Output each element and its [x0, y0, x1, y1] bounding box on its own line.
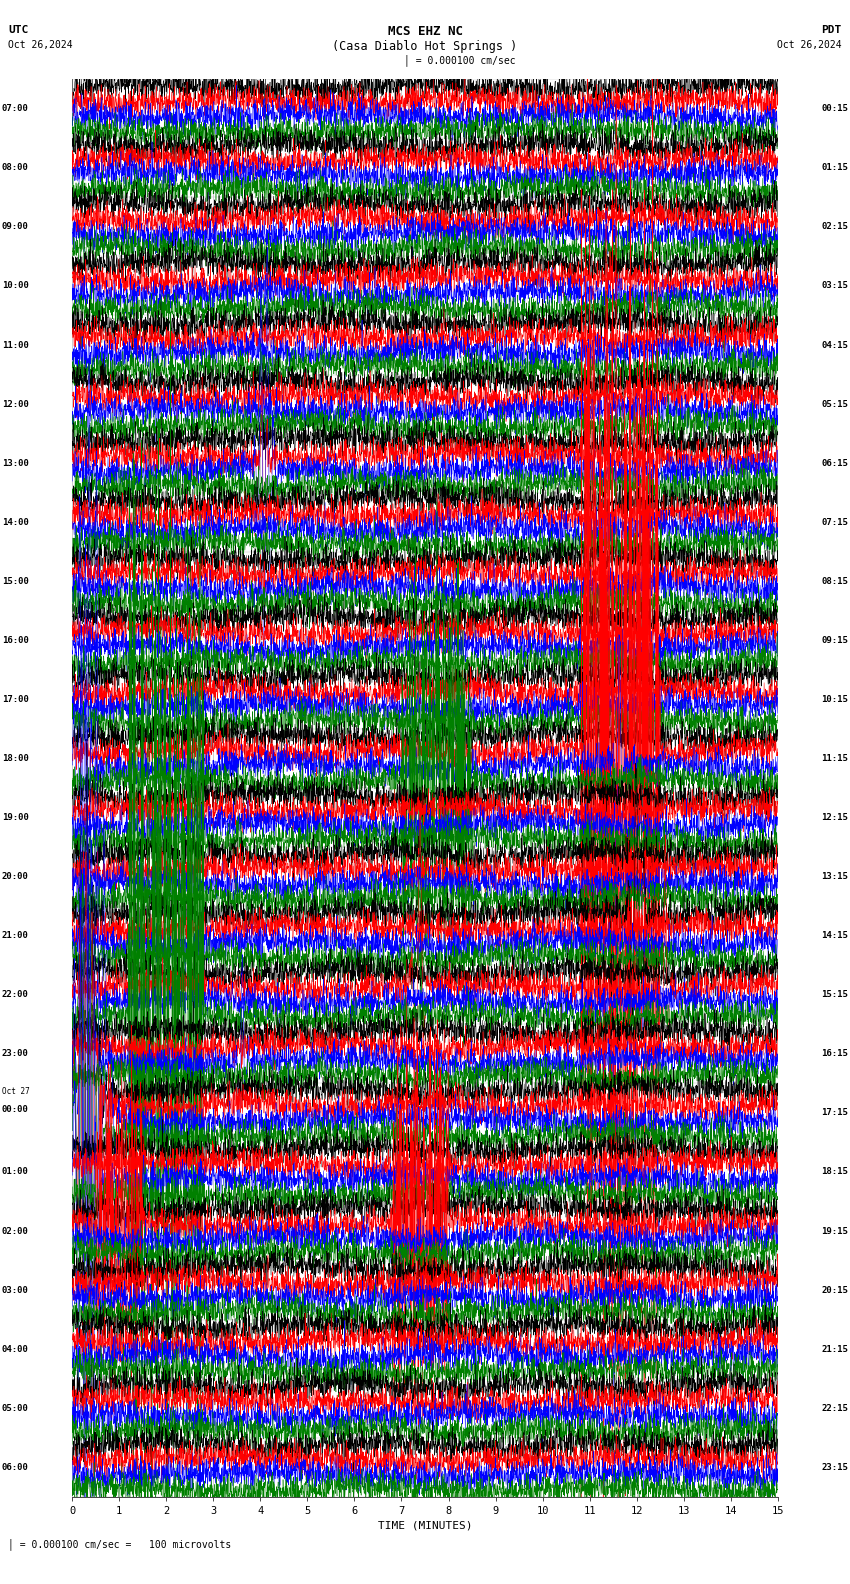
- Text: 08:15: 08:15: [821, 577, 848, 586]
- Text: 00:15: 00:15: [821, 105, 848, 112]
- Text: 11:15: 11:15: [821, 754, 848, 763]
- Text: Oct 26,2024: Oct 26,2024: [777, 40, 842, 49]
- Text: 23:00: 23:00: [2, 1049, 29, 1058]
- Text: 16:00: 16:00: [2, 635, 29, 645]
- Text: 02:15: 02:15: [821, 222, 848, 231]
- Text: 21:15: 21:15: [821, 1345, 848, 1354]
- Text: MCS EHZ NC: MCS EHZ NC: [388, 25, 462, 38]
- Text: 07:00: 07:00: [2, 105, 29, 112]
- Text: 06:00: 06:00: [2, 1464, 29, 1472]
- Text: 02:00: 02:00: [2, 1226, 29, 1236]
- Text: 03:00: 03:00: [2, 1286, 29, 1294]
- Text: 22:15: 22:15: [821, 1403, 848, 1413]
- X-axis label: TIME (MINUTES): TIME (MINUTES): [377, 1521, 473, 1530]
- Text: 13:00: 13:00: [2, 459, 29, 467]
- Text: (Casa Diablo Hot Springs ): (Casa Diablo Hot Springs ): [332, 40, 518, 52]
- Text: 05:15: 05:15: [821, 399, 848, 409]
- Text: 18:00: 18:00: [2, 754, 29, 763]
- Text: 08:00: 08:00: [2, 163, 29, 173]
- Text: 18:15: 18:15: [821, 1167, 848, 1177]
- Text: 01:15: 01:15: [821, 163, 848, 173]
- Text: 21:00: 21:00: [2, 931, 29, 941]
- Text: 17:15: 17:15: [821, 1109, 848, 1117]
- Text: 03:15: 03:15: [821, 282, 848, 290]
- Text: 22:00: 22:00: [2, 990, 29, 1000]
- Text: 10:00: 10:00: [2, 282, 29, 290]
- Text: │ = 0.000100 cm/sec: │ = 0.000100 cm/sec: [404, 54, 515, 65]
- Text: 00:00: 00:00: [2, 1106, 29, 1114]
- Text: 14:15: 14:15: [821, 931, 848, 941]
- Text: │ = 0.000100 cm/sec =   100 microvolts: │ = 0.000100 cm/sec = 100 microvolts: [8, 1538, 232, 1551]
- Text: 09:15: 09:15: [821, 635, 848, 645]
- Text: 09:00: 09:00: [2, 222, 29, 231]
- Text: 01:00: 01:00: [2, 1167, 29, 1177]
- Text: 14:00: 14:00: [2, 518, 29, 527]
- Text: 07:15: 07:15: [821, 518, 848, 527]
- Text: 15:15: 15:15: [821, 990, 848, 1000]
- Text: Oct 27: Oct 27: [2, 1087, 30, 1096]
- Text: 12:15: 12:15: [821, 813, 848, 822]
- Text: 04:15: 04:15: [821, 341, 848, 350]
- Text: UTC: UTC: [8, 25, 29, 35]
- Text: 13:15: 13:15: [821, 873, 848, 881]
- Text: 04:00: 04:00: [2, 1345, 29, 1354]
- Text: 12:00: 12:00: [2, 399, 29, 409]
- Text: PDT: PDT: [821, 25, 842, 35]
- Text: 23:15: 23:15: [821, 1464, 848, 1472]
- Text: 05:00: 05:00: [2, 1403, 29, 1413]
- Text: 06:15: 06:15: [821, 459, 848, 467]
- Text: 17:00: 17:00: [2, 695, 29, 703]
- Text: 11:00: 11:00: [2, 341, 29, 350]
- Text: 15:00: 15:00: [2, 577, 29, 586]
- Text: 19:15: 19:15: [821, 1226, 848, 1236]
- Text: 20:00: 20:00: [2, 873, 29, 881]
- Text: 10:15: 10:15: [821, 695, 848, 703]
- Text: 16:15: 16:15: [821, 1049, 848, 1058]
- Text: 19:00: 19:00: [2, 813, 29, 822]
- Text: Oct 26,2024: Oct 26,2024: [8, 40, 73, 49]
- Text: 20:15: 20:15: [821, 1286, 848, 1294]
